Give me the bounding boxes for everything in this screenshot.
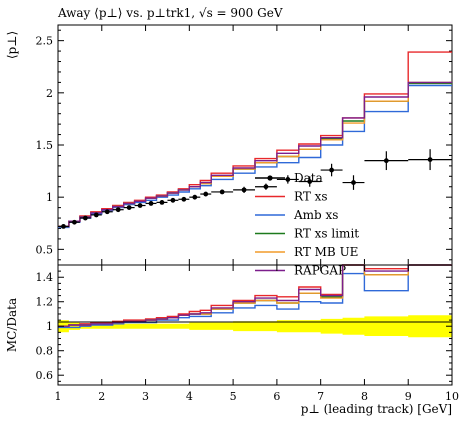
data-point [159, 199, 165, 205]
legend-marker-data [267, 175, 273, 181]
main-y-tick-label: 0.5 [36, 243, 54, 256]
data-point [351, 180, 356, 185]
main-plot-frame [57, 24, 453, 266]
ratio-y-tick-label: 1.4 [36, 271, 54, 284]
data-point [383, 158, 389, 164]
data-point [192, 194, 198, 200]
main-y-axis-label: ⟨p⊥⟩ [5, 31, 19, 59]
data-point [307, 179, 313, 184]
ratio-axis-ticks: 1 2 3 4 5 6 7 8 9 10 0.6 0.8 1 1.2 1.4 [36, 265, 459, 403]
data-point [219, 189, 225, 195]
main-plot: ⟨p⊥⟩ 0.5 1 1.5 2 2.5 Data RT xs Amb xs RT xs li… [5, 24, 453, 278]
ratio-x-tick-label: 3 [142, 390, 149, 403]
data-point [137, 203, 143, 208]
main-axis-ticks: 0.5 1 1.5 2 2.5 [36, 25, 453, 265]
ratio-x-tick-label: 5 [230, 390, 237, 403]
data-point [427, 157, 433, 163]
data-point [285, 177, 291, 182]
data-points-layer [58, 149, 452, 229]
data-point [148, 201, 154, 206]
data-point [241, 187, 247, 193]
legend-label: Data [294, 171, 323, 185]
data-point [181, 196, 187, 202]
ratio-x-tick-label: 2 [98, 390, 105, 403]
data-point [329, 167, 335, 173]
legend-label: RT xs [294, 190, 328, 204]
ratio-line-amb-xs [58, 264, 452, 329]
ratio-x-tick-label: 9 [405, 390, 412, 403]
legend-label: RT MB UE [294, 245, 358, 259]
ratio-x-tick-label: 10 [445, 390, 459, 403]
data-uncertainty-band [58, 315, 452, 338]
main-y-tick-label: 1 [46, 191, 53, 204]
ratio-series-layer [58, 264, 452, 329]
x-axis-label: p⊥ (leading track) [GeV] [301, 402, 452, 416]
data-point [203, 191, 209, 197]
data-point [82, 215, 88, 221]
main-y-tick-label: 2.5 [36, 35, 54, 48]
ratio-y-tick-label: 0.8 [36, 345, 54, 358]
ratio-y-axis-label: MC/Data [5, 298, 19, 352]
ratio-y-tick-label: 1.2 [36, 296, 54, 309]
ratio-y-tick-label: 0.6 [36, 369, 54, 382]
ratio-line-rapgap [58, 264, 452, 327]
data-point [104, 209, 110, 215]
data-band-fill [58, 315, 452, 338]
main-y-tick-label: 1.5 [36, 139, 54, 152]
ratio-plot: MC/Data 1 2 3 4 5 6 7 8 9 10 0.6 0.8 1 1.2 1.4 p⊥ (lea… [5, 264, 459, 416]
data-point [126, 205, 132, 211]
ratio-x-tick-label: 4 [186, 390, 193, 403]
chart-title: Away ⟨p⊥⟩ vs. p⊥trk1, √s = 900 GeV [57, 6, 283, 20]
ratio-x-tick-label: 1 [55, 390, 62, 403]
legend-label: RAPGAP [294, 264, 346, 278]
data-point [263, 184, 269, 190]
ratio-x-tick-label: 6 [273, 390, 280, 403]
ratio-x-tick-label: 7 [317, 390, 324, 403]
main-y-tick-label: 2 [46, 87, 53, 100]
main-line-rt-xs [58, 51, 452, 228]
data-point [61, 223, 66, 229]
ratio-y-tick-label: 1 [46, 320, 53, 333]
data-point [115, 207, 121, 213]
legend: Data RT xs Amb xs RT xs limit RT MB UE RAPGAP [255, 171, 359, 278]
legend-label: Amb xs [293, 208, 338, 222]
ratio-plot-frame [57, 264, 453, 386]
data-point [170, 197, 176, 203]
data-point [72, 219, 77, 225]
legend-label: RT xs limit [294, 227, 359, 241]
data-point [93, 212, 99, 218]
ratio-x-tick-label: 8 [361, 390, 368, 403]
main-series-layer [58, 51, 452, 229]
